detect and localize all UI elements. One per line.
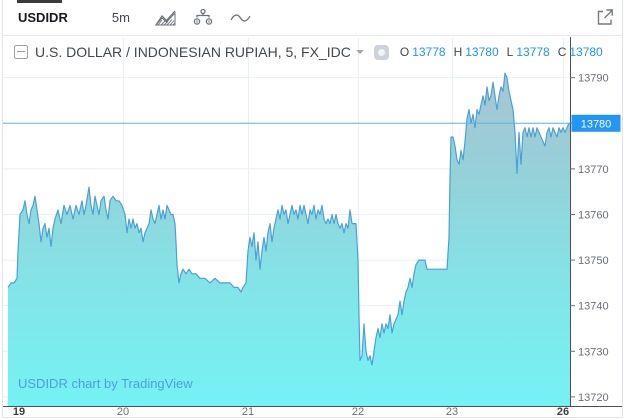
legend-collapse-icon[interactable] <box>14 45 28 59</box>
legend: U.S. DOLLAR / INDONESIAN RUPIAH, 5, FX_I… <box>14 44 611 60</box>
chevron-down-icon[interactable] <box>355 50 364 54</box>
line-style-icon[interactable] <box>229 9 252 27</box>
legend-visibility-icon[interactable] <box>373 44 389 60</box>
compare-icon[interactable] <box>191 7 215 29</box>
legend-title[interactable]: U.S. DOLLAR / INDONESIAN RUPIAH, 5, FX_I… <box>35 44 351 60</box>
ohlc-close-value: 13780 <box>569 45 603 59</box>
toolbar: USDIDR 5m <box>3 0 622 36</box>
open-in-new-window-icon[interactable] <box>594 7 615 28</box>
interval-button[interactable]: 5m <box>111 10 130 25</box>
ohlc-low-value: 13778 <box>516 45 550 59</box>
ohlc-open-label: O <box>399 45 410 59</box>
ohlc-close-label: C <box>557 45 567 59</box>
top-tab-indicator <box>17 0 62 3</box>
ohlc-open: O 13778 <box>400 45 446 59</box>
ohlc-high-label: H <box>453 45 463 59</box>
ohlc-values: O 13778 H 13780 L 13778 C 13780 <box>400 45 611 59</box>
ohlc-high: H 13780 <box>454 45 499 59</box>
ohlc-high-value: 13780 <box>465 45 499 59</box>
ohlc-open-value: 13778 <box>412 45 446 59</box>
area-style-icon[interactable] <box>154 8 177 28</box>
symbol-button[interactable]: USDIDR <box>18 10 68 25</box>
ohlc-low-label: L <box>506 45 514 59</box>
ohlc-close: C 13780 <box>558 45 603 59</box>
ohlc-low: L 13778 <box>507 45 550 59</box>
